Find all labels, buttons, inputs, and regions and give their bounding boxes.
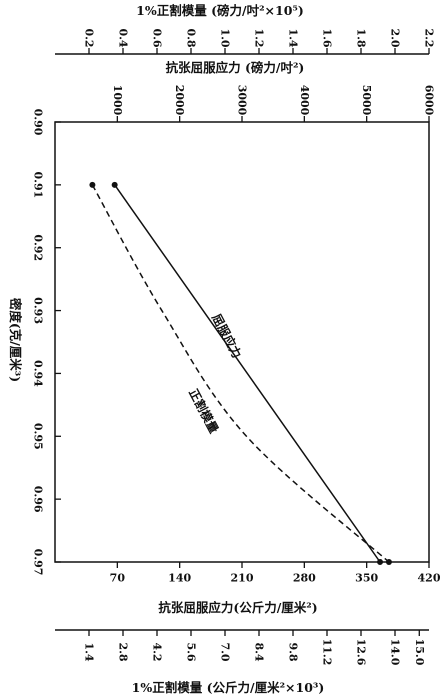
tick-label: 5.6 [185, 642, 198, 661]
data-point [89, 181, 96, 188]
tick-label: 70 [110, 572, 126, 585]
tick-label: 0.94 [32, 360, 45, 387]
tick-label: 0.4 [117, 28, 130, 47]
tick-label: 9.8 [287, 642, 300, 661]
tick-label: 4.2 [151, 642, 164, 661]
yield-metric-axis-title: 抗张屈服应力(公斤力/厘米²) [158, 600, 317, 615]
tick-label: 420 [418, 572, 441, 585]
tick-label: 0.92 [32, 234, 45, 261]
tick-label: 8.4 [253, 642, 266, 661]
tick-label: 1.8 [355, 28, 368, 47]
secant-modulus-curve-label: 正割模量 [186, 386, 222, 435]
tick-label: 0.91 [32, 171, 45, 198]
tick-label: 350 [355, 572, 378, 585]
tick-label: 5000 [360, 85, 373, 116]
density-axis-title: 密度(克/厘米³) [8, 297, 23, 382]
tick-label: 15.0 [413, 639, 426, 666]
data-point [111, 181, 118, 188]
tick-label: 280 [293, 572, 316, 585]
secant-modulus-line [91, 184, 390, 563]
tick-label: 1.6 [321, 28, 334, 47]
tick-label: 1.0 [219, 28, 232, 47]
tick-label: 1.4 [287, 28, 300, 47]
tick-label: 6000 [423, 85, 436, 116]
tick-label: 2.0 [389, 28, 402, 47]
tick-label: 1000 [111, 85, 124, 116]
modulus-metric-axis-title: 1%正割模量 (公斤力/厘米²×10³) [132, 680, 325, 695]
tick-label: 0.6 [151, 28, 164, 47]
modulus-imperial-axis-title: 1%正割模量 (磅力/吋²×10⁵) [136, 3, 304, 18]
data-point [385, 559, 392, 565]
tick-label: 2000 [173, 85, 186, 116]
yield-stress-line [114, 184, 381, 563]
tick-label: 2.8 [117, 642, 130, 661]
data-point [377, 559, 384, 565]
tick-label: 0.90 [32, 109, 45, 136]
plot-frame [54, 121, 430, 563]
tick-label: 0.2 [83, 28, 96, 47]
tick-label: 2.2 [423, 28, 436, 47]
yield-stress-curve-label: 屈服应力 [209, 311, 245, 360]
tick-label: 1.2 [253, 28, 266, 47]
axis-ticks: 0.2 0.4 0.6 0.8 1.0 1.2 1.4 1.6 1.8 2.0 2.2 1000 200… [32, 28, 441, 665]
tick-label: 12.6 [355, 639, 368, 666]
tick-label: 0.95 [32, 423, 45, 450]
tick-label: 11.2 [321, 639, 334, 666]
tick-label: 140 [168, 572, 191, 585]
tick-label: 7.0 [219, 642, 232, 661]
tick-label: 3000 [236, 85, 249, 116]
tick-label: 0.97 [32, 549, 45, 576]
tick-label: 4000 [298, 85, 311, 116]
yield-imperial-axis-title: 抗张屈服应力 (磅力/吋²) [166, 60, 305, 75]
tick-label: 0.8 [185, 28, 198, 47]
tick-label: 14.0 [389, 639, 402, 666]
tick-label: 0.93 [32, 297, 45, 324]
tick-label: 0.96 [32, 486, 45, 513]
curves [89, 181, 392, 565]
tick-label: 1.4 [83, 642, 96, 661]
tick-label: 210 [231, 572, 254, 585]
